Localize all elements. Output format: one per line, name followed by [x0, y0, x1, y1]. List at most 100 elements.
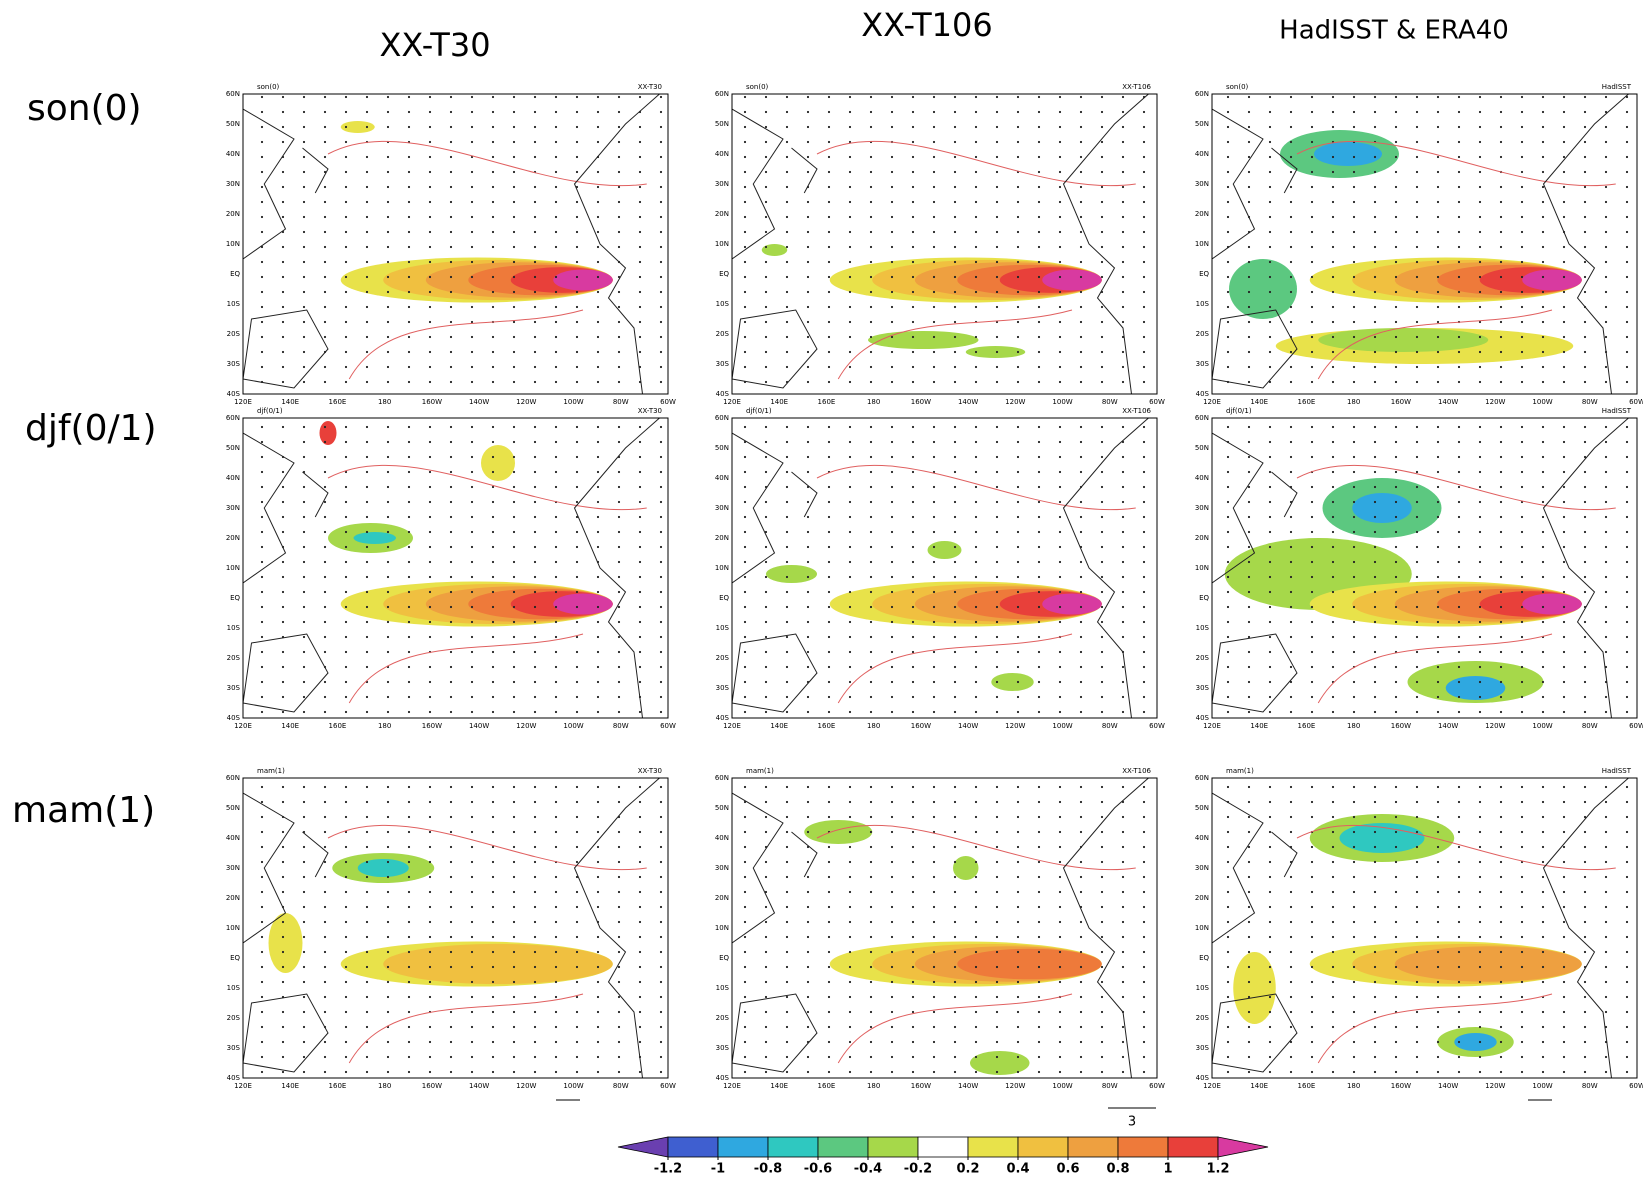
colorbar-segment [667, 1136, 719, 1158]
lat-label: 20N [1195, 534, 1209, 542]
coastline [243, 309, 329, 389]
lat-label: 20N [226, 534, 240, 542]
wind-vectors [732, 94, 1157, 394]
lat-label: 40S [1196, 714, 1210, 722]
lon-label: 60W [660, 1082, 676, 1090]
map-content [1212, 94, 1637, 394]
lon-label: 160E [1298, 1082, 1316, 1090]
lon-label: 120W [1005, 398, 1025, 406]
contour [327, 140, 647, 187]
lat-label: 40S [1196, 390, 1210, 398]
row-label: son(0) [27, 88, 142, 129]
lat-label: 40S [1196, 1074, 1210, 1082]
map-frame [731, 417, 1158, 719]
panel-tag: djf(0/1) [1226, 407, 1252, 415]
lon-label: 60W [660, 722, 676, 730]
lon-label: 160W [1391, 722, 1411, 730]
lon-label: 80W [1102, 1082, 1118, 1090]
coastline [791, 147, 818, 194]
lat-label: 30S [1196, 1044, 1210, 1052]
lat-label: 50N [226, 120, 240, 128]
map-panel: djf(0/1) HadISST 60N 50N 40N 30N 20N 10N EQ 10S 20… [1195, 407, 1643, 730]
reference-arrows [556, 1099, 1552, 1109]
colorbar-tick-label: 1.2 [1206, 1162, 1229, 1177]
map-panel: mam(1) XX-T106 60N 50N 40N 30N 20N 10N EQ 10S 20S 3… [715, 767, 1165, 1090]
map-content [243, 778, 668, 1078]
panel-tag: HadISST [1602, 83, 1632, 91]
lon-label: 140W [469, 722, 489, 730]
map-content [732, 778, 1157, 1078]
lat-label: 20N [226, 210, 240, 218]
lat-label: 10N [715, 240, 729, 248]
contour [1317, 633, 1553, 704]
map-panel: mam(1) HadISST 60N 50N 40N 30N 20N 10N EQ 10S 20S 3… [1195, 767, 1643, 1090]
lon-label: 160E [818, 398, 836, 406]
lat-label: 50N [226, 444, 240, 452]
lon-label: 120W [516, 398, 536, 406]
lat-label: 20S [716, 654, 730, 662]
lat-label: 20N [1195, 894, 1209, 902]
lon-label: 80W [1102, 722, 1118, 730]
contour [1296, 140, 1616, 187]
coastline [243, 792, 295, 944]
column-title: HadISST & ERA40 [1279, 16, 1509, 46]
coastline [1212, 432, 1264, 584]
wind-vectors [1212, 94, 1637, 394]
coastline [1542, 778, 1629, 1078]
contour [348, 633, 584, 704]
lat-label: 20S [716, 330, 730, 338]
contour [1317, 309, 1553, 380]
reference-arrow-label: 3 [1128, 1115, 1136, 1130]
map-content [1212, 778, 1637, 1078]
lon-label: 60W [1149, 722, 1165, 730]
lat-label: 30N [1195, 504, 1209, 512]
lat-label: 50N [715, 804, 729, 812]
map-panel: djf(0/1) XX-T106 60N 50N 40N 30N 20N 10N EQ 10S 20… [715, 407, 1165, 730]
lon-label: 140E [281, 722, 299, 730]
coastline [732, 993, 818, 1073]
lat-label: 40N [1195, 150, 1209, 158]
lat-label: 50N [226, 804, 240, 812]
lat-label: 10S [227, 300, 241, 308]
lon-label: 140E [1250, 1082, 1268, 1090]
column-title: XX-T30 [379, 26, 490, 64]
coastline [1062, 418, 1149, 718]
panel-tag: XX-T30 [638, 407, 662, 415]
map-frame [242, 417, 669, 719]
lat-label: 10N [1195, 564, 1209, 572]
panel-tag: XX-T30 [638, 83, 662, 91]
map-content [243, 94, 668, 394]
lat-label: EQ [719, 270, 729, 278]
lon-label: 80W [613, 722, 629, 730]
lat-label: 40S [227, 390, 241, 398]
lon-label: 160W [422, 1082, 442, 1090]
lon-label: 100W [1532, 398, 1552, 406]
lon-label: 80W [1582, 722, 1598, 730]
colorbar-tick-label: -0.6 [804, 1162, 832, 1177]
lon-label: 140W [958, 1082, 978, 1090]
lat-label: EQ [1199, 954, 1209, 962]
lon-label: 100W [1052, 398, 1072, 406]
coastline [732, 309, 818, 389]
coastline [1212, 108, 1264, 260]
coastline [1062, 94, 1149, 394]
lat-label: EQ [230, 270, 240, 278]
lat-label: 40S [227, 714, 241, 722]
lon-label: 100W [563, 722, 583, 730]
lat-label: 40S [227, 1074, 241, 1082]
lon-label: 140E [1250, 722, 1268, 730]
colorbar-segment [767, 1136, 819, 1158]
wind-vectors [732, 778, 1157, 1078]
lat-label: 20S [227, 1014, 241, 1022]
lat-label: 60N [226, 774, 240, 782]
lon-label: 60W [1149, 398, 1165, 406]
lat-label: EQ [719, 594, 729, 602]
contour [837, 633, 1073, 704]
lon-label: 160W [911, 1082, 931, 1090]
colorbar-tick-label: -0.8 [754, 1162, 782, 1177]
colorbar-tick-label: 0.4 [1006, 1162, 1029, 1177]
lat-label: EQ [230, 954, 240, 962]
coastline [1212, 633, 1298, 713]
panel-tag: son(0) [1226, 83, 1249, 91]
panel-tag: mam(1) [257, 767, 285, 775]
